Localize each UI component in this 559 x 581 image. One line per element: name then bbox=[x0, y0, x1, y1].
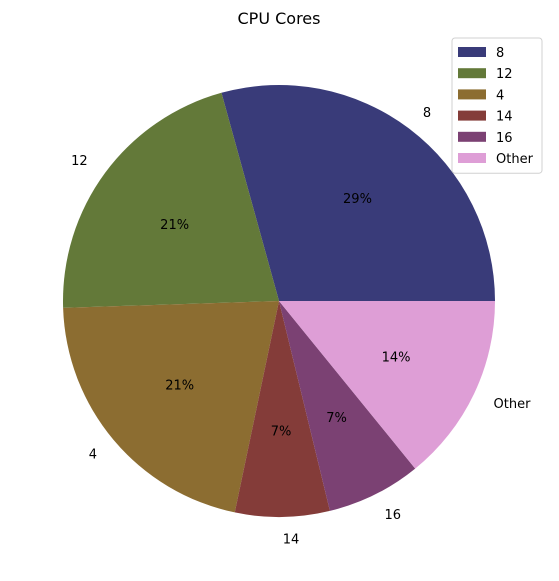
pie-slice-8 bbox=[221, 85, 495, 301]
legend: 8 12 4 14 16 Other bbox=[451, 37, 543, 174]
slice-label-12: 12 bbox=[71, 154, 88, 169]
percent-label-4: 21% bbox=[165, 378, 194, 393]
chart-title: CPU Cores bbox=[238, 9, 321, 28]
slice-labels: 8 12 4 14 16 Other bbox=[71, 106, 531, 548]
slice-label-14: 14 bbox=[283, 533, 300, 548]
pie-slice-other bbox=[279, 301, 495, 469]
legend-swatch-12 bbox=[458, 68, 486, 79]
percent-label-14: 7% bbox=[271, 425, 292, 440]
legend-swatch-8 bbox=[458, 47, 486, 57]
percent-label-16: 7% bbox=[326, 411, 347, 426]
percent-labels: 29% 21% 21% 7% 7% 14% bbox=[160, 192, 410, 440]
legend-swatch-other bbox=[458, 153, 486, 163]
legend-entry-12: 12 bbox=[496, 67, 513, 82]
legend-entry-4: 4 bbox=[496, 88, 504, 103]
pie-slices bbox=[62, 85, 495, 517]
slice-label-other: Other bbox=[494, 397, 532, 412]
pie-slice-12 bbox=[62, 92, 279, 308]
legend-swatch-16 bbox=[458, 131, 486, 142]
slice-label-8: 8 bbox=[423, 106, 431, 121]
slice-label-16: 16 bbox=[385, 508, 402, 523]
percent-label-8: 29% bbox=[343, 192, 372, 207]
legend-entry-14: 14 bbox=[496, 110, 513, 125]
pie-slice-16 bbox=[279, 301, 416, 511]
percent-label-12: 21% bbox=[160, 218, 189, 233]
pie-slice-4 bbox=[63, 301, 279, 513]
legend-entry-other: Other bbox=[496, 152, 534, 167]
percent-label-other: 14% bbox=[382, 351, 411, 366]
slice-label-4: 4 bbox=[89, 448, 97, 463]
legend-swatch-4 bbox=[458, 89, 486, 100]
legend-entry-16: 16 bbox=[496, 131, 513, 146]
legend-swatch-14 bbox=[458, 110, 486, 121]
legend-entry-8: 8 bbox=[496, 46, 504, 61]
pie-slice-14 bbox=[234, 301, 330, 517]
